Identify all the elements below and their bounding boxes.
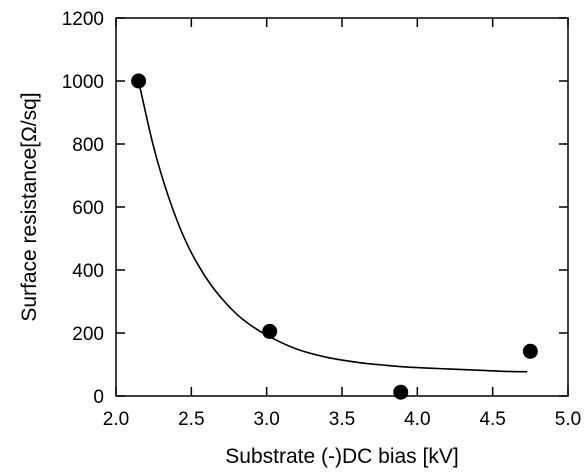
data-points [131, 73, 538, 400]
x-tick-label: 3.0 [253, 409, 279, 430]
y-tick-label: 1200 [62, 9, 104, 30]
y-tick-label: 600 [72, 198, 104, 219]
data-point [262, 323, 278, 339]
data-point [393, 384, 409, 400]
x-axis-title: Substrate (-)DC bias [kV] [225, 445, 458, 468]
x-axis-ticks [115, 18, 569, 396]
x-tick-label: 4.5 [479, 409, 505, 430]
y-tick-label: 1000 [62, 72, 104, 93]
x-tick-label: 2.0 [103, 409, 129, 430]
y-axis-tick-labels: 0 200 400 600 800 1000 1200 [62, 9, 104, 408]
y-tick-label: 200 [72, 324, 104, 345]
y-tick-label: 800 [72, 135, 104, 156]
x-tick-label: 2.5 [178, 409, 204, 430]
y-axis-title: Surface resistance[Ω/sq] [18, 92, 41, 321]
x-axis-tick-labels: 2.0 2.5 3.0 3.5 4.0 4.5 5.0 [103, 409, 581, 430]
data-point [522, 343, 538, 359]
plot-frame [115, 17, 569, 397]
x-tick-label: 4.0 [404, 409, 430, 430]
y-axis-ticks [116, 17, 568, 397]
y-tick-label: 0 [93, 387, 104, 408]
y-tick-label: 400 [72, 261, 104, 282]
x-tick-label: 5.0 [555, 409, 581, 430]
data-point [131, 73, 147, 89]
fit-curve-group [137, 80, 528, 373]
x-tick-label: 3.5 [329, 409, 355, 430]
fit-curve [137, 80, 528, 373]
